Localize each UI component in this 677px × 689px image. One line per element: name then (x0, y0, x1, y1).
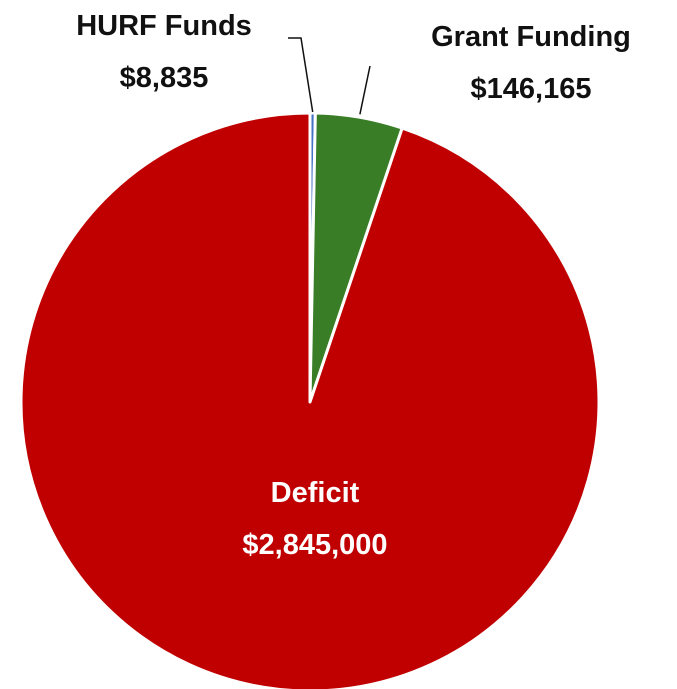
grant-funding-value: $146,165 (471, 73, 592, 105)
pie-slices (19, 111, 601, 689)
deficit-label: Deficit (271, 477, 360, 509)
data-labels: HURF Funds $8,835 Grant Funding $146,165… (76, 10, 631, 561)
pie-slice-deficit (19, 111, 601, 689)
deficit-value: $2,845,000 (242, 529, 387, 561)
grant-funding-label: Grant Funding (431, 21, 631, 53)
hurf-funds-value: $8,835 (120, 62, 209, 94)
hurf-funds-leader-line (288, 37, 314, 113)
hurf-funds-label: HURF Funds (76, 10, 252, 42)
leader-lines (288, 37, 371, 115)
grant-funding-leader-line (359, 65, 371, 115)
